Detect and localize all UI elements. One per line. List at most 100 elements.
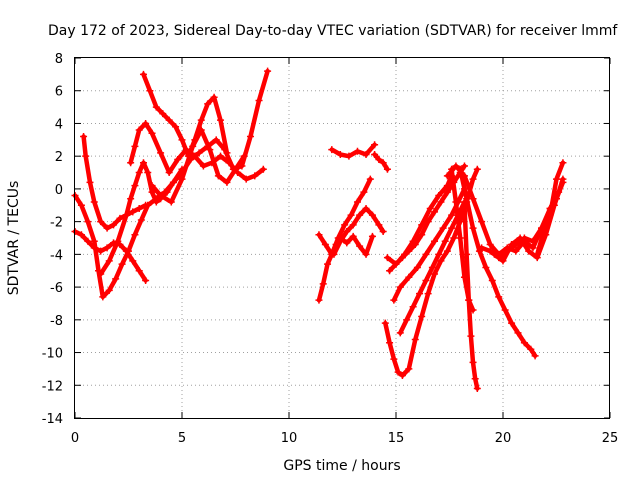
data-point (452, 162, 460, 170)
data-point (315, 296, 323, 304)
data-point (368, 211, 376, 219)
data-point (508, 319, 516, 327)
y-tick-label: 2 (55, 150, 63, 165)
data-point (503, 247, 511, 255)
data-point (553, 175, 560, 183)
data-point (443, 182, 451, 190)
y-tick-label: 8 (55, 52, 63, 67)
data-point (473, 165, 481, 173)
data-point (105, 257, 113, 265)
data-point (413, 263, 421, 271)
data-point (148, 129, 156, 137)
data-point (426, 205, 434, 213)
data-point (428, 263, 436, 271)
data-point (401, 250, 409, 258)
data-point (443, 188, 451, 196)
data-point (501, 306, 509, 314)
data-point (97, 270, 105, 278)
data-point (533, 250, 541, 258)
data-point (371, 141, 379, 149)
data-point (129, 208, 137, 216)
data-point (366, 175, 374, 183)
data-point (251, 172, 259, 180)
data-point (386, 267, 394, 275)
data-point (356, 242, 364, 250)
data-point (148, 182, 156, 190)
data-point (418, 231, 426, 239)
series-track-6 (139, 70, 231, 160)
data-point (362, 205, 370, 213)
data-point (553, 195, 560, 203)
data-point (264, 67, 272, 75)
data-point (435, 250, 443, 258)
series-line (372, 152, 390, 172)
data-point (450, 234, 458, 242)
data-point (131, 231, 139, 239)
data-point (456, 234, 464, 242)
data-point (381, 319, 389, 327)
data-point (165, 116, 173, 124)
data-point (103, 244, 111, 252)
data-point (448, 211, 456, 219)
data-point (217, 152, 225, 160)
data-point (139, 70, 147, 78)
data-point (347, 211, 355, 219)
data-point (142, 119, 150, 127)
grid-lines (75, 58, 610, 418)
data-point (360, 188, 368, 196)
data-point (379, 227, 387, 235)
data-point (409, 303, 417, 311)
data-point (129, 257, 137, 265)
data-point (495, 293, 503, 301)
data-point (90, 237, 98, 245)
y-tick-label: -2 (50, 216, 63, 231)
data-point (210, 93, 218, 101)
data-point (259, 165, 267, 173)
data-point (383, 254, 391, 262)
data-point (349, 232, 357, 240)
data-point (467, 332, 475, 340)
data-point (137, 216, 145, 224)
y-tick-label: -14 (42, 412, 63, 427)
data-point (319, 280, 327, 288)
y-tick-label: 6 (55, 85, 63, 100)
data-point (409, 237, 417, 245)
data-point (559, 178, 567, 186)
data-point (379, 159, 387, 167)
data-point (546, 205, 554, 213)
data-point (452, 198, 460, 206)
data-point (178, 136, 186, 144)
data-point (246, 133, 254, 141)
data-point (488, 277, 496, 285)
data-point (341, 221, 349, 229)
data-point (223, 178, 231, 186)
data-point (424, 290, 432, 298)
data-point (396, 283, 404, 291)
data-point (495, 254, 503, 262)
data-point (469, 358, 477, 366)
data-point (356, 211, 364, 219)
data-point (232, 165, 239, 173)
data-point (486, 247, 494, 255)
data-point (371, 151, 379, 159)
data-point (324, 260, 332, 268)
data-point (199, 162, 207, 170)
data-point (330, 250, 338, 258)
data-point (80, 133, 88, 141)
data-point (112, 275, 120, 283)
data-point (540, 227, 548, 235)
data-point (405, 365, 413, 373)
data-point (315, 231, 323, 239)
data-point (163, 188, 171, 196)
data-point (512, 247, 520, 255)
data-point (463, 250, 471, 258)
series-track-19 (460, 201, 481, 393)
plot-frame (74, 57, 610, 419)
data-point (375, 155, 383, 163)
data-point (394, 368, 402, 376)
data-point (131, 142, 139, 150)
data-point (97, 218, 105, 226)
data-point (443, 172, 451, 180)
data-point (383, 165, 391, 173)
data-point (471, 375, 479, 383)
